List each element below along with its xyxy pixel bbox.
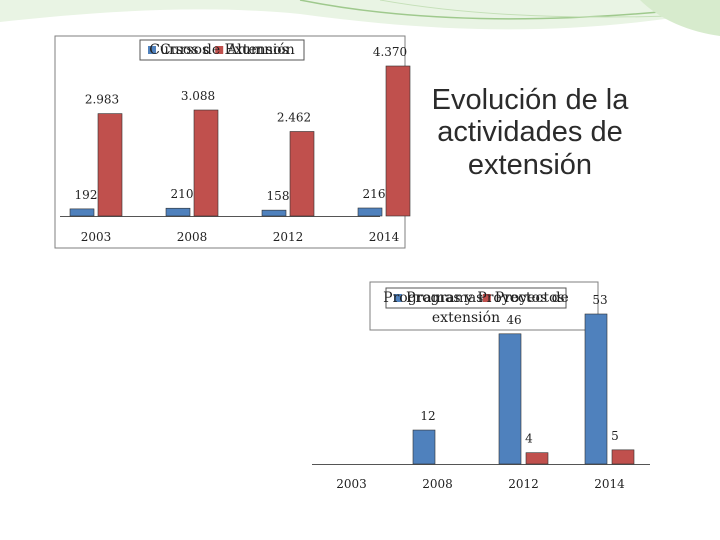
x-tick-label-2003: 2003 <box>81 230 112 244</box>
x-tick-label-2012: 2012 <box>508 477 539 491</box>
data-label-programas-2014: 53 <box>592 293 607 307</box>
legend-swatch-cursos <box>148 46 156 54</box>
chart-title-line-1: Programas y Proyectos de <box>383 290 569 306</box>
bar-alumnos-2008 <box>193 109 219 217</box>
data-label-proyectos-2012: 4 <box>525 432 533 446</box>
chart-title-line-2: extensión <box>432 310 500 326</box>
legend-box <box>385 287 567 309</box>
bar-cursos-2014 <box>357 207 383 217</box>
bar-proyectos-2012 <box>525 452 549 465</box>
data-label-cursos-2008: 210 <box>171 187 194 201</box>
legend-swatch-alumnos <box>215 46 224 54</box>
legend-swatch-proyectos <box>482 294 491 302</box>
x-tick-label-2012: 2012 <box>273 230 304 244</box>
legend-label-alumnos: Alumnos <box>226 42 289 58</box>
data-label-alumnos-2014: 4.370 <box>373 45 407 59</box>
bar-alumnos-2014 <box>385 65 411 217</box>
data-label-alumnos-2008: 3.088 <box>181 89 215 103</box>
data-label-programas-2008: 12 <box>420 409 435 423</box>
data-label-cursos-2014: 216 <box>363 187 386 201</box>
data-label-cursos-2012: 158 <box>267 189 290 203</box>
x-tick-label-2008: 2008 <box>177 230 208 244</box>
chart-title: Cursos de Extensión <box>149 42 295 58</box>
slide-title: Evolución de la actividades de extensión <box>431 84 629 181</box>
bar-programas-2008 <box>412 429 436 465</box>
bar-proyectos-2014 <box>611 449 635 465</box>
legend-label-programas: Programas <box>406 290 483 306</box>
chart-frame <box>369 281 599 331</box>
data-label-cursos-2003: 192 <box>75 188 98 202</box>
x-tick-label-2003: 2003 <box>336 477 367 491</box>
bar-programas-2012 <box>498 333 522 465</box>
bar-alumnos-2003 <box>97 113 123 217</box>
data-label-alumnos-2012: 2.462 <box>277 110 311 124</box>
data-label-proyectos-2014: 5 <box>611 429 619 443</box>
bar-cursos-2003 <box>69 208 95 217</box>
bar-alumnos-2012 <box>289 131 315 217</box>
bar-programas-2014 <box>584 313 608 465</box>
data-label-alumnos-2003: 2.983 <box>85 93 119 107</box>
bar-cursos-2008 <box>165 207 191 217</box>
legend-label-cursos: Cursos <box>160 42 209 58</box>
legend-swatch-programas <box>394 294 402 302</box>
x-tick-label-2014: 2014 <box>594 477 625 491</box>
x-tick-label-2008: 2008 <box>422 477 453 491</box>
x-tick-label-2014: 2014 <box>369 230 400 244</box>
legend-label-proyectos: Proyectos <box>495 290 565 306</box>
bar-cursos-2012 <box>261 209 287 217</box>
data-label-programas-2012: 46 <box>506 313 521 327</box>
